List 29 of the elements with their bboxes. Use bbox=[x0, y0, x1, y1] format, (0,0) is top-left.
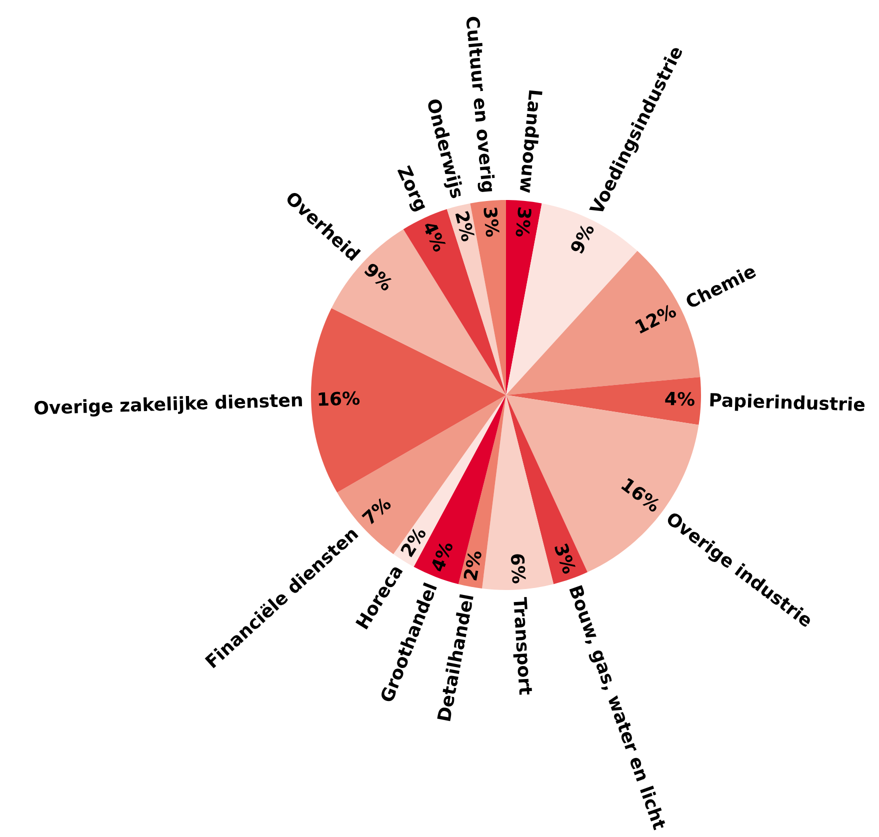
slice-label: Landbouw bbox=[520, 90, 543, 194]
slice-label: Bouw, gas, water en licht bbox=[566, 584, 668, 832]
data-label: 4% bbox=[422, 220, 448, 253]
pie-slice bbox=[482, 395, 554, 590]
data-label: 2% bbox=[455, 210, 476, 242]
slice-label: Papierindustrie bbox=[710, 392, 865, 415]
pie-slice bbox=[446, 203, 506, 395]
data-label: 3% bbox=[515, 207, 532, 238]
data-label: 7% bbox=[361, 496, 392, 526]
pie-slice bbox=[458, 395, 506, 589]
data-label: 16% bbox=[318, 391, 360, 406]
data-label: 4% bbox=[665, 391, 695, 406]
slice-label: Transport bbox=[510, 597, 533, 696]
pie-slice bbox=[506, 377, 701, 425]
data-label: 9% bbox=[363, 262, 394, 292]
slice-label: Overige zakelijke diensten bbox=[34, 392, 302, 418]
data-label: 2% bbox=[400, 526, 427, 558]
data-label: 2% bbox=[463, 550, 482, 580]
data-label: 12% bbox=[634, 303, 678, 334]
slice-label: Cultuur en overig bbox=[462, 16, 496, 192]
pie-slice bbox=[506, 395, 588, 584]
data-label: 3% bbox=[483, 207, 500, 238]
data-label: 6% bbox=[510, 554, 526, 584]
pie-slice bbox=[311, 308, 506, 492]
slice-label: Zorg bbox=[394, 165, 428, 214]
data-label: 3% bbox=[554, 542, 577, 575]
pie-slice bbox=[506, 200, 542, 395]
data-label: 4% bbox=[430, 540, 454, 573]
data-label: 9% bbox=[570, 222, 595, 255]
